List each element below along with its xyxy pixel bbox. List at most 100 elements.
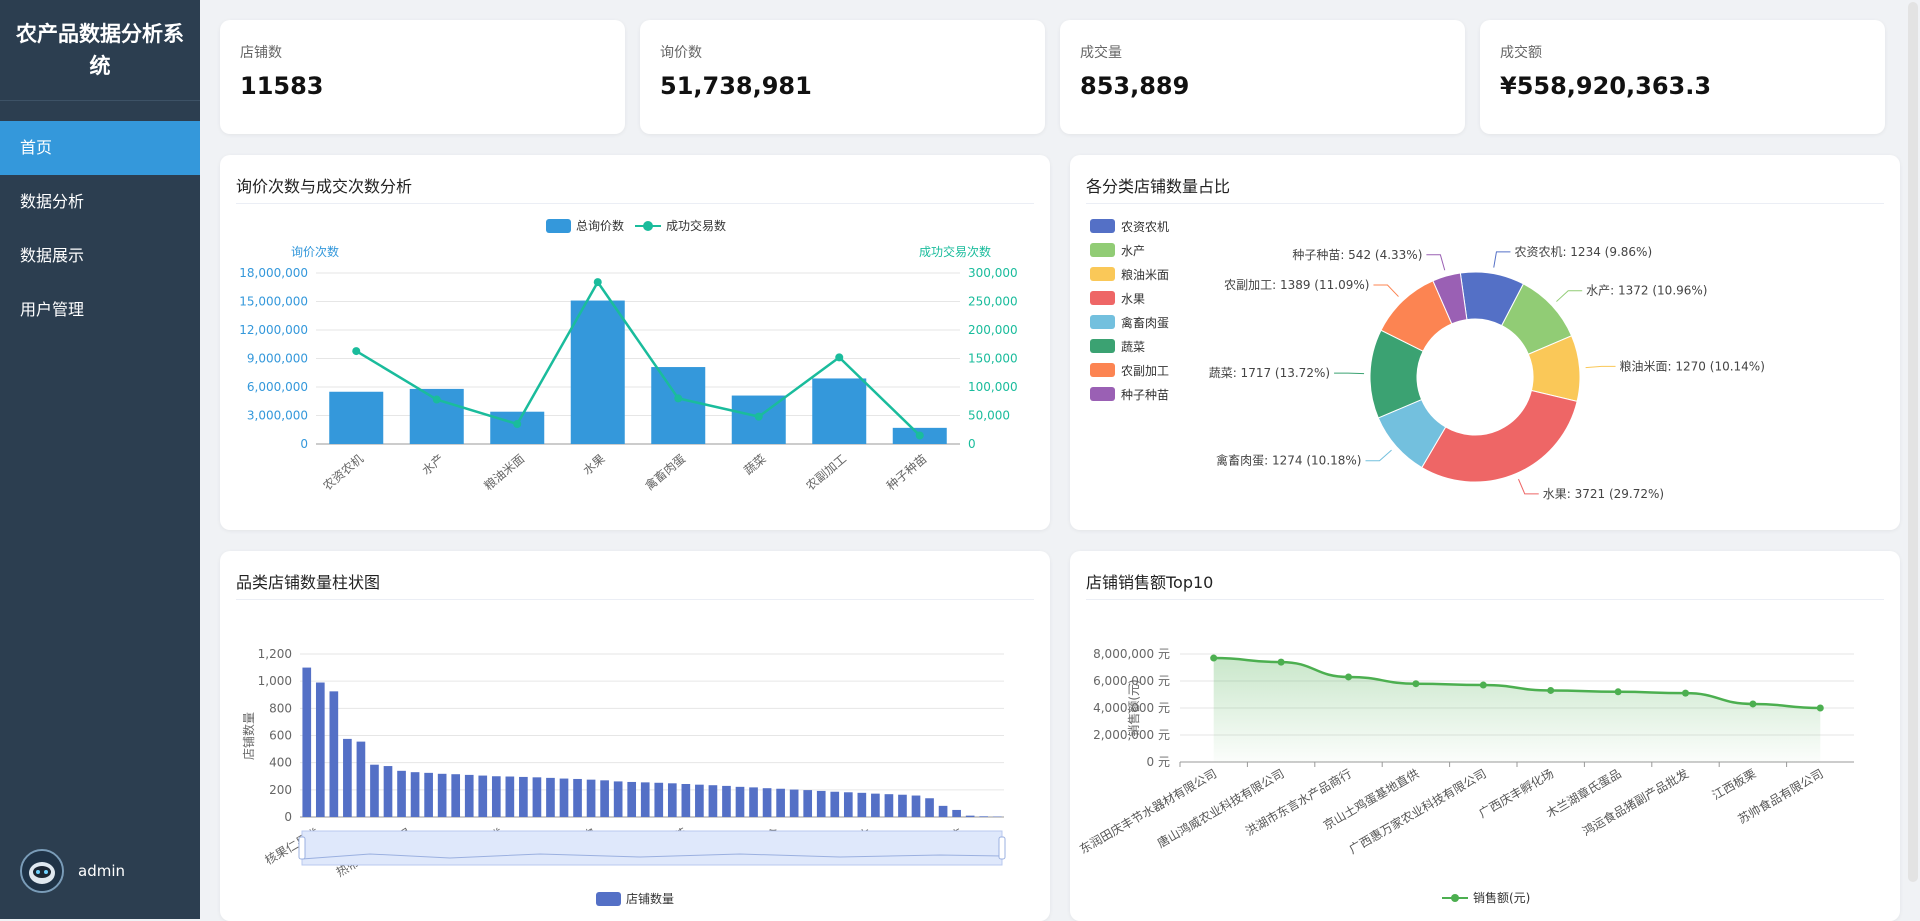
y-tick-label: 6,000,000 (247, 380, 308, 394)
y-tick-label: 12,000,000 (239, 323, 308, 337)
page-scrollbar[interactable] (1908, 2, 1918, 882)
x-tick-label: 蔬菜 (741, 452, 768, 478)
bar (763, 788, 772, 817)
x-tick-label: 水果 (580, 452, 607, 478)
nav-item-home[interactable]: 首页 (0, 121, 200, 175)
bar (465, 775, 474, 817)
y-tick-label: 9,000,000 (247, 352, 308, 366)
bar (560, 779, 569, 817)
zoom-slider-track (302, 831, 1002, 865)
x-tick-label: 唐山鸿威农业科技有限公司 (1154, 766, 1286, 851)
label-leader-line (1426, 255, 1444, 270)
y-tick-label: 0 元 (1147, 755, 1170, 769)
x-tick-label: 江西板栗 (1710, 766, 1759, 802)
y-tick-label: 400 (269, 756, 292, 770)
bar (343, 739, 352, 817)
robot-avatar-icon (22, 851, 62, 891)
category-bar-chart: 02004006008001,0001,200店铺数量核果仁果类热带亚热带水果肉… (220, 551, 1050, 921)
line-point (594, 278, 602, 286)
slice-label: 蔬菜: 1717 (13.72%) (1209, 366, 1330, 380)
bar (812, 378, 866, 444)
legend-label: 总询价数 (576, 218, 624, 233)
label-leader-line (1556, 291, 1582, 302)
bar (654, 783, 663, 817)
legend-label: 蔬菜 (1121, 340, 1145, 354)
y2-tick-label: 0 (968, 437, 976, 451)
avatar[interactable] (20, 849, 64, 893)
area-fill (1214, 658, 1821, 762)
bar (600, 780, 609, 817)
bar (776, 789, 785, 817)
label-leader-line (1518, 479, 1538, 494)
line-point (1749, 700, 1756, 707)
bar (939, 806, 948, 817)
stat-card-shops: 店铺数 11583 (220, 20, 625, 134)
x-tick-label: 洪湖市东言水产品商行 (1243, 766, 1354, 839)
legend-label: 粮油米面 (1121, 267, 1169, 282)
bar (384, 766, 393, 817)
bar (898, 795, 907, 817)
legend-label: 农资农机 (1121, 220, 1169, 234)
bar (478, 776, 487, 817)
label-leader-line (1366, 450, 1392, 461)
legend-swatch (1090, 387, 1115, 401)
app-title: 农产品数据分析系统 (0, 0, 200, 101)
nav-menu: 首页 数据分析 数据展示 用户管理 (0, 121, 200, 337)
x-tick-label: 鸿运食品猪副产品批发 (1580, 766, 1691, 839)
bar (885, 794, 894, 817)
nav-item-user-management[interactable]: 用户管理 (0, 283, 200, 337)
slice-label: 禽畜肉蛋: 1274 (10.18%) (1216, 453, 1361, 468)
zoom-slider-handle-left (299, 837, 305, 859)
bar (424, 773, 433, 817)
line-point (1412, 680, 1419, 687)
bar (533, 777, 542, 817)
bar (492, 776, 501, 817)
y2-tick-label: 50,000 (968, 409, 1010, 423)
bar (925, 798, 934, 817)
slice-label: 种子种苗: 542 (4.33%) (1292, 248, 1422, 262)
label-leader-line (1586, 366, 1616, 367)
user-info[interactable]: admin (20, 849, 125, 893)
legend-swatch-dot (643, 221, 653, 231)
stat-card-inquiries: 询价数 51,738,981 (640, 20, 1045, 134)
legend-swatch (1090, 315, 1115, 329)
bar (329, 392, 383, 444)
line-point (1547, 687, 1554, 694)
bar (451, 774, 460, 817)
line-point (755, 413, 763, 421)
y2-tick-label: 250,000 (968, 295, 1018, 309)
legend-label: 成功交易数 (666, 218, 726, 233)
y-axis-title: 销售额(元) (1126, 679, 1141, 736)
legend-swatch (1090, 267, 1115, 281)
slice-label: 粮油米面: 1270 (10.14%) (1620, 358, 1765, 373)
bar (546, 778, 555, 817)
nav-item-data-analysis[interactable]: 数据分析 (0, 175, 200, 229)
legend-swatch (1090, 363, 1115, 377)
bar (573, 779, 582, 817)
slice-label: 水果: 3721 (29.72%) (1543, 487, 1664, 501)
bar (330, 691, 339, 817)
stat-label: 店铺数 (240, 42, 282, 62)
bar (682, 784, 691, 817)
bar (844, 792, 853, 817)
bar (817, 791, 826, 817)
legend-swatch-dot (1451, 894, 1459, 902)
legend-swatch (1090, 243, 1115, 257)
stat-label: 询价数 (660, 42, 702, 62)
y-axis-title: 店铺数量 (241, 712, 256, 760)
legend-swatch (1090, 291, 1115, 305)
nav-item-data-display[interactable]: 数据展示 (0, 229, 200, 283)
y-tick-label: 18,000,000 (239, 266, 308, 280)
sidebar: 农产品数据分析系统 首页 数据分析 数据展示 用户管理 admin (0, 0, 200, 919)
bar (722, 786, 731, 817)
stat-card-amount: 成交额 ¥558,920,363.3 (1480, 20, 1885, 134)
pie-slice (1422, 390, 1577, 482)
stat-value: 51,738,981 (660, 72, 812, 100)
line-point (1615, 688, 1622, 695)
bar (506, 777, 515, 817)
legend-swatch (1090, 219, 1115, 233)
legend-label: 农副加工 (1121, 364, 1169, 378)
